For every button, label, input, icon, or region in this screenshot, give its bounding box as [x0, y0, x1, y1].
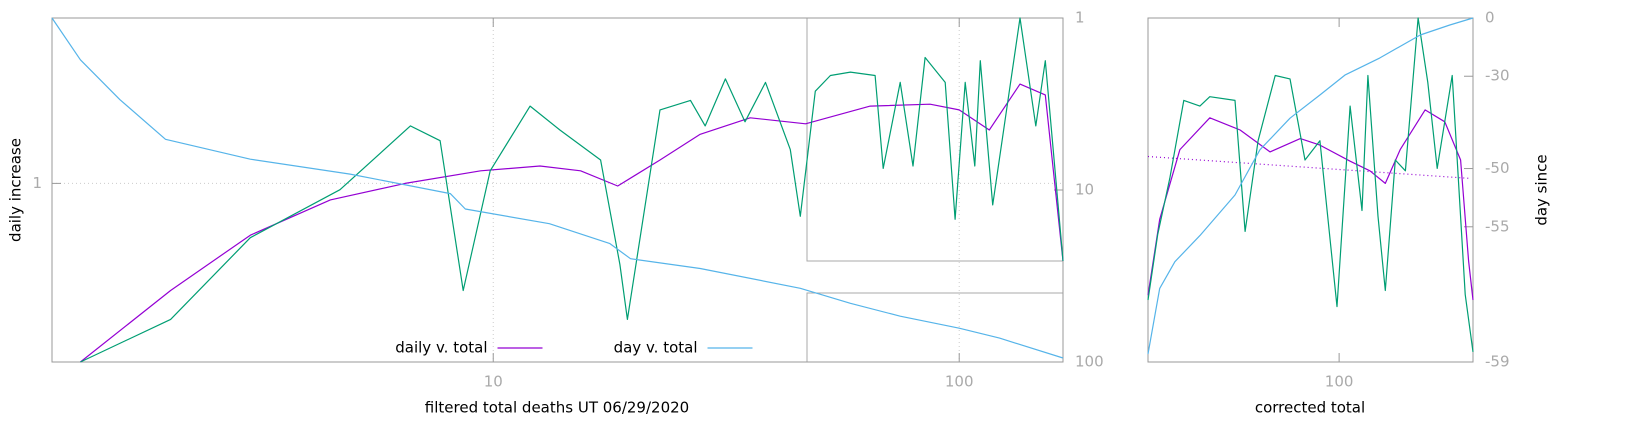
plot-border: [1147, 17, 1474, 363]
y2-tick-label: 100: [1075, 353, 1104, 371]
y2-tick-label: 10: [1075, 181, 1094, 199]
y2-axis-label: day since: [1533, 154, 1551, 225]
x-axis-label: corrected total: [1255, 399, 1365, 417]
plot-border: [51, 17, 1064, 363]
x-axis-label: filtered total deaths UT 06/29/2020: [425, 399, 689, 417]
inset-box: [806, 18, 1063, 362]
x-tick-label: 100: [1325, 373, 1354, 391]
y2-tick-label: -55: [1485, 217, 1510, 235]
legend-label: day v. total: [614, 339, 698, 357]
series-line: [80, 83, 1064, 363]
x-tick-label: 10: [484, 373, 503, 391]
y2-tick-label: -50: [1485, 159, 1510, 177]
series-line: [1147, 109, 1474, 301]
series-line: [1147, 17, 1474, 352]
y2-tick-label: -30: [1485, 67, 1510, 85]
y2-tick-label: 1: [1075, 9, 1085, 27]
legend-label: daily v. total: [395, 339, 487, 357]
series-line: [51, 17, 1064, 359]
series-line: [1147, 17, 1474, 355]
x-tick-label: 100: [945, 373, 974, 391]
y2-tick-label: 0: [1485, 9, 1495, 27]
y-tick-label: 1: [32, 174, 42, 192]
series-line: [1147, 155, 1469, 179]
y-axis-label: daily increase: [7, 138, 25, 242]
series-line: [80, 17, 1064, 363]
y2-tick-label: -59: [1485, 353, 1510, 371]
